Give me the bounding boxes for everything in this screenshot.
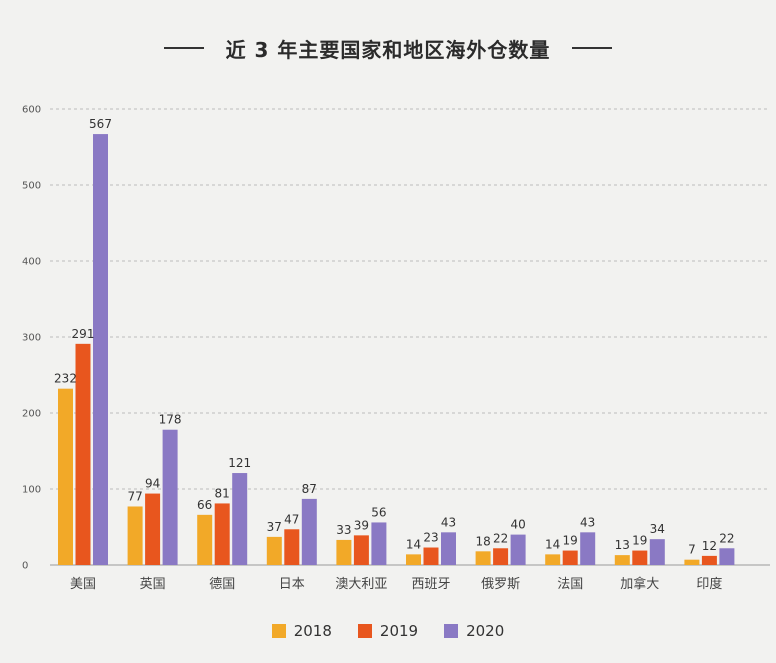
value-label-2018-8: 13	[615, 538, 630, 552]
bar-2020-0	[93, 134, 108, 565]
value-label-2019-6: 22	[493, 531, 508, 545]
value-label-2020-7: 43	[580, 515, 595, 529]
category-label-0: 美国	[70, 577, 96, 592]
value-label-2019-3: 47	[284, 512, 299, 526]
y-tick-label-600: 600	[22, 105, 41, 116]
value-label-2019-1: 94	[145, 477, 160, 491]
value-label-2018-3: 37	[267, 520, 282, 534]
bar-layer	[58, 134, 735, 565]
bar-2020-9	[719, 548, 735, 565]
y-tick-label-400: 400	[22, 257, 41, 268]
bar-2019-2	[214, 503, 230, 565]
value-label-2019-7: 19	[563, 534, 578, 548]
value-label-2020-2: 121	[228, 456, 251, 470]
bar-2018-9	[684, 559, 700, 565]
y-tick-label-500: 500	[22, 181, 41, 192]
legend-swatch-2020	[444, 624, 459, 638]
bar-2018-1	[127, 506, 143, 565]
value-label-2018-7: 14	[545, 537, 560, 551]
value-label-2018-5: 14	[406, 537, 421, 551]
value-label-2020-8: 34	[650, 522, 665, 536]
title-row: 近 3 年主要国家和地区海外仓数量	[0, 30, 776, 66]
category-label-5: 西班牙	[411, 577, 450, 592]
bar-2020-5	[441, 532, 456, 565]
bar-2018-3	[266, 536, 282, 565]
category-label-7: 法国	[557, 577, 583, 592]
value-label-2020-3: 87	[302, 482, 317, 496]
legend: 2018 2019 2020	[0, 618, 776, 644]
value-label-2018-6: 18	[475, 534, 490, 548]
bar-2018-7	[545, 554, 561, 565]
bar-2020-4	[371, 522, 387, 565]
bar-2020-3	[301, 498, 317, 565]
legend-item-2019: 2019	[357, 622, 419, 640]
category-label-2: 德国	[209, 577, 235, 592]
value-label-2018-9: 7	[688, 543, 696, 557]
bar-2019-4	[353, 535, 369, 565]
bar-2018-8	[614, 555, 630, 565]
category-label-8: 加拿大	[620, 576, 659, 592]
y-tick-label-100: 100	[22, 485, 41, 496]
legend-label-2019: 2019	[379, 622, 419, 640]
bar-2018-2	[197, 514, 213, 565]
grid-layer	[50, 108, 770, 490]
bar-2019-7	[562, 550, 578, 565]
value-label-2020-5: 43	[441, 515, 456, 529]
category-label-1: 英国	[140, 577, 166, 592]
y-tick-label-0: 0	[22, 561, 28, 572]
value-label-2019-2: 81	[215, 486, 230, 500]
bar-2018-5	[406, 554, 421, 565]
category-label-9: 印度	[696, 576, 722, 592]
bar-2019-5	[423, 547, 439, 565]
value-label-2019-8: 19	[632, 534, 647, 548]
value-label-2019-5: 23	[423, 531, 438, 545]
value-label-2018-1: 77	[127, 489, 142, 503]
legend-item-2018: 2018	[271, 622, 332, 640]
value-label-2020-9: 22	[719, 531, 734, 545]
bar-2019-1	[145, 493, 161, 565]
legend-label-2020: 2020	[466, 622, 505, 640]
title-right-rule	[572, 47, 613, 49]
category-label-4: 澳大利亚	[335, 576, 387, 592]
bar-2019-8	[632, 550, 648, 565]
bar-2019-9	[701, 555, 717, 565]
value-label-2019-4: 39	[354, 518, 369, 532]
legend-swatch-2018	[271, 624, 286, 638]
category-label-3: 日本	[279, 577, 305, 592]
value-label-2019-9: 12	[702, 539, 717, 553]
value-label-2020-4: 56	[371, 505, 386, 519]
y-tick-label-300: 300	[22, 333, 41, 344]
value-label-2018-2: 66	[197, 498, 212, 512]
bar-2019-0	[75, 343, 91, 565]
y-tick-label-200: 200	[22, 409, 41, 420]
bar-2020-6	[510, 534, 526, 565]
value-label-2018-0: 232	[54, 372, 77, 386]
legend-item-2020: 2020	[444, 622, 504, 640]
bar-2018-6	[475, 551, 491, 565]
bar-2020-1	[162, 429, 178, 565]
chart-title: 近 3 年主要国家和地区海外仓数量	[225, 37, 551, 62]
category-label-6: 俄罗斯	[481, 577, 520, 592]
value-label-2020-1: 178	[159, 413, 182, 427]
bar-2018-0	[58, 388, 73, 565]
legend-swatch-2019	[357, 624, 372, 638]
bar-2019-3	[284, 529, 300, 565]
title-left-rule	[163, 47, 204, 49]
bar-2020-8	[649, 539, 665, 565]
value-label-2020-0: 567	[89, 117, 112, 131]
value-label-2020-6: 40	[510, 518, 525, 532]
legend-label-2018: 2018	[293, 622, 332, 640]
bar-2020-7	[580, 532, 596, 565]
bar-2020-2	[232, 473, 248, 565]
bar-2018-4	[336, 539, 352, 565]
bar-2019-6	[493, 548, 509, 565]
value-label-2018-4: 33	[336, 523, 351, 537]
value-label-2019-0: 291	[72, 327, 95, 341]
